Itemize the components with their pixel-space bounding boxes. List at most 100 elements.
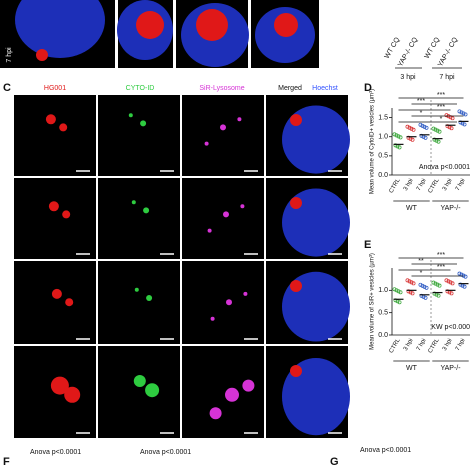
significance: * [420, 270, 423, 277]
bacteria [36, 49, 48, 61]
bacteria [290, 365, 302, 377]
group-label: 3 hpi [400, 74, 416, 81]
signal [64, 386, 81, 403]
bacteria [290, 114, 302, 126]
point-deco [435, 128, 440, 133]
signal [45, 114, 56, 125]
y-tick-label: 0.5 [378, 153, 388, 160]
point-deco [435, 282, 440, 287]
point-deco [392, 287, 397, 292]
signal [128, 113, 133, 118]
micrograph [14, 95, 96, 176]
significance: *** [437, 92, 445, 99]
point-deco [392, 132, 397, 137]
category-label: CTRL [428, 177, 441, 194]
point-deco [411, 127, 416, 132]
bacteria [274, 13, 298, 37]
point-deco [423, 295, 428, 300]
bacteria [290, 197, 302, 209]
signal [65, 298, 74, 307]
signal [242, 379, 255, 392]
column-header: HG001 [44, 85, 66, 92]
significance: *** [437, 264, 445, 271]
group-label: WT [406, 365, 418, 372]
point-deco [449, 291, 454, 296]
signal [50, 376, 69, 395]
point-deco [436, 139, 441, 144]
significance: *** [437, 252, 445, 259]
panel-label: F [3, 456, 10, 468]
significance: ** [418, 258, 424, 265]
nucleus [15, 0, 105, 58]
point-deco [437, 283, 442, 288]
point-deco [449, 126, 454, 131]
point-deco [422, 124, 427, 129]
point-deco [407, 279, 412, 284]
group-label: 7 hpi [439, 74, 455, 81]
signal [207, 228, 212, 233]
point-deco [398, 290, 403, 295]
point-deco [431, 280, 436, 285]
column-header: SiR-Lysosome [199, 85, 244, 92]
micrograph [182, 178, 264, 259]
point-deco [398, 135, 403, 140]
y-tick-label: 0.0 [378, 172, 388, 179]
y-tick-label: 0.5 [378, 310, 388, 317]
panel-label: D [364, 82, 372, 94]
point-deco [410, 291, 415, 296]
point-deco [459, 110, 464, 115]
point-deco [409, 280, 414, 285]
row-label: 7 hpi [6, 47, 13, 63]
point-deco [418, 282, 423, 287]
micrograph [98, 261, 180, 344]
point-deco [424, 285, 429, 290]
signal [223, 211, 229, 218]
point-deco [396, 134, 401, 139]
point-deco [424, 125, 429, 130]
signal [131, 200, 136, 205]
column-header: CYTO-ID [126, 85, 155, 92]
point-deco [410, 137, 415, 142]
signal [143, 207, 150, 214]
category-label: 7 hpi [416, 178, 428, 192]
point-deco [397, 300, 402, 305]
signal [237, 117, 242, 122]
signal [243, 291, 248, 296]
signal [210, 316, 215, 321]
point-deco [411, 281, 416, 286]
y-axis-label: Mean volume of CytoID+ vesicles (µm³) [370, 89, 376, 194]
point-deco [433, 127, 438, 132]
micrograph [182, 261, 264, 344]
micrograph [182, 346, 264, 438]
signal [62, 210, 71, 219]
point-deco [409, 126, 414, 131]
point-deco [394, 133, 399, 138]
micrograph [98, 95, 180, 176]
point-deco [396, 289, 401, 294]
group-label: YAP-/- [440, 365, 461, 372]
signal [59, 123, 68, 132]
signal [48, 201, 59, 212]
point-deco [437, 129, 442, 134]
column-header: Merged [278, 85, 302, 92]
significance: *** [417, 98, 425, 105]
row-label: WT 3 hpi [6, 121, 13, 149]
category-label: 7 hpi [416, 338, 428, 352]
point-deco [463, 112, 468, 117]
point-deco [450, 116, 455, 121]
category-label: 7 hpi [455, 178, 467, 192]
row-label: YAP-/- 3 hpi [6, 283, 13, 321]
point-deco [423, 135, 428, 140]
stat-label: Anova p<0.0001 [360, 447, 411, 454]
point-deco [405, 124, 410, 129]
signal [145, 383, 160, 398]
y-axis-label: Mean volume of SiR+ vesicles (µm³) [370, 253, 376, 350]
point-deco [420, 283, 425, 288]
micrograph [14, 261, 96, 344]
group-label: WT [406, 205, 418, 212]
y-tick-label: 1.0 [378, 287, 388, 294]
signal [146, 295, 153, 302]
row-label: YAP-/- 7 hpi [6, 373, 13, 411]
point-deco [446, 279, 451, 284]
